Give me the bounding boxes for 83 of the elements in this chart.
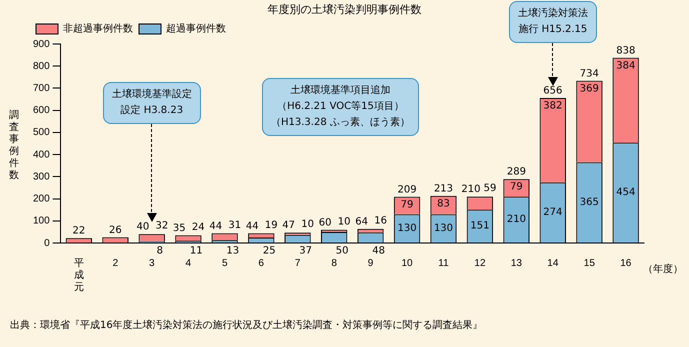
data-label: 16 bbox=[374, 215, 387, 226]
y-tick-label: 500 bbox=[32, 127, 50, 138]
x-tick-label: 15 bbox=[584, 258, 596, 269]
data-label: 365 bbox=[580, 196, 599, 208]
data-label: 454 bbox=[616, 187, 636, 198]
total-label: 60 bbox=[318, 217, 332, 228]
x-tick-label: 8 bbox=[331, 258, 338, 269]
annotation: 土壌環境基準設定 bbox=[112, 88, 192, 102]
x-tick-label: 平成元 bbox=[74, 258, 84, 293]
data-label: 50 bbox=[336, 246, 348, 257]
x-axis-title: （年度） bbox=[643, 262, 683, 276]
total-label: 289 bbox=[506, 166, 526, 178]
total-label: 26 bbox=[109, 224, 122, 236]
x-tick-label: 6 bbox=[258, 258, 264, 269]
text: 施行 H15.2.15 bbox=[518, 22, 588, 37]
legend-label: 超過事例件数 bbox=[166, 22, 226, 35]
x-tick-label: 14 bbox=[547, 258, 559, 269]
data-label: 10 bbox=[301, 219, 314, 230]
annotation: （H13.3.28 ふっ素、ほう素） bbox=[271, 116, 410, 130]
data-label: 48 bbox=[372, 246, 385, 257]
data-label: 130 bbox=[434, 222, 454, 234]
total-label: 44 bbox=[246, 220, 259, 232]
data-label: 32 bbox=[155, 220, 168, 232]
total-label: 40 bbox=[136, 222, 150, 233]
x-tick-label: 9 bbox=[368, 258, 374, 269]
annotation: （H6.2.21 VOC等15項目） bbox=[276, 100, 405, 114]
data-label: 210 bbox=[506, 214, 526, 226]
total-label: 838 bbox=[616, 45, 636, 56]
data-label: 79 bbox=[400, 199, 414, 210]
x-tick-label: 12 bbox=[474, 258, 486, 269]
annotation: 土壌環境基準項目追加 bbox=[289, 84, 392, 98]
y-tick-label: 200 bbox=[32, 194, 50, 205]
y-tick-label: 700 bbox=[32, 82, 50, 94]
x-tick-label: 10 bbox=[401, 258, 414, 269]
total-label: 213 bbox=[434, 183, 454, 194]
total-label: 734 bbox=[580, 68, 599, 80]
annotation: 設定 H3.8.23 bbox=[120, 104, 184, 118]
data-label: 8 bbox=[156, 246, 164, 257]
source-note: 出典：環境省『平成16年度土壌汚染対策法の施行状況及び土壌汚染調査・対策事例等に関する調査結果』 bbox=[10, 318, 483, 332]
total-label: 209 bbox=[397, 184, 417, 196]
data-label: 79 bbox=[510, 182, 523, 193]
total-label: 47 bbox=[282, 220, 296, 232]
y-axis-title: 調査事例件数 bbox=[8, 110, 20, 182]
data-label: 382 bbox=[543, 100, 562, 112]
x-tick-label: 13 bbox=[510, 258, 522, 269]
data-label: 369 bbox=[580, 83, 599, 94]
y-tick-label: 300 bbox=[32, 171, 50, 182]
y-tick-label: 0 bbox=[44, 238, 50, 249]
total-label: 35 bbox=[172, 222, 186, 234]
total-label: 64 bbox=[355, 216, 368, 228]
data-label: 13 bbox=[226, 246, 240, 257]
data-label: 31 bbox=[228, 220, 242, 231]
data-label: 24 bbox=[192, 222, 205, 233]
x-tick-label: 5 bbox=[222, 258, 228, 269]
chart-title: 年度別の土壌汚染判明事例件数 bbox=[268, 3, 422, 16]
data-label: 130 bbox=[397, 222, 417, 234]
data-label: 11 bbox=[190, 246, 203, 257]
y-tick-label: 600 bbox=[32, 105, 50, 116]
total-label: 210 bbox=[461, 184, 480, 196]
total-label: 22 bbox=[72, 226, 86, 237]
x-tick-label: 11 bbox=[438, 258, 450, 269]
data-label: 151 bbox=[470, 220, 490, 232]
data-label: 10 bbox=[338, 216, 350, 228]
data-label: 83 bbox=[437, 198, 450, 210]
x-tick-label: 3 bbox=[149, 258, 156, 269]
total-label: 44 bbox=[209, 220, 222, 232]
x-tick-label: 2 bbox=[112, 258, 119, 269]
x-tick-label: 4 bbox=[186, 258, 192, 269]
y-tick-label: 900 bbox=[32, 38, 50, 50]
y-tick-label: 100 bbox=[32, 216, 50, 227]
y-tick-label: 400 bbox=[32, 149, 50, 160]
data-label: 19 bbox=[264, 220, 278, 231]
data-label: 25 bbox=[262, 246, 276, 257]
y-tick-label: 800 bbox=[32, 60, 50, 72]
x-tick-label: 16 bbox=[620, 258, 632, 269]
legend-label: 非超過事例件数 bbox=[63, 22, 133, 35]
data-label: 274 bbox=[543, 207, 562, 218]
data-label: 59 bbox=[484, 183, 496, 194]
total-label: 656 bbox=[543, 86, 562, 97]
text: 土壌汚染対策法 bbox=[518, 6, 588, 21]
x-tick-label: 7 bbox=[294, 258, 301, 269]
data-label: 37 bbox=[299, 246, 312, 257]
data-label: 384 bbox=[616, 60, 636, 72]
